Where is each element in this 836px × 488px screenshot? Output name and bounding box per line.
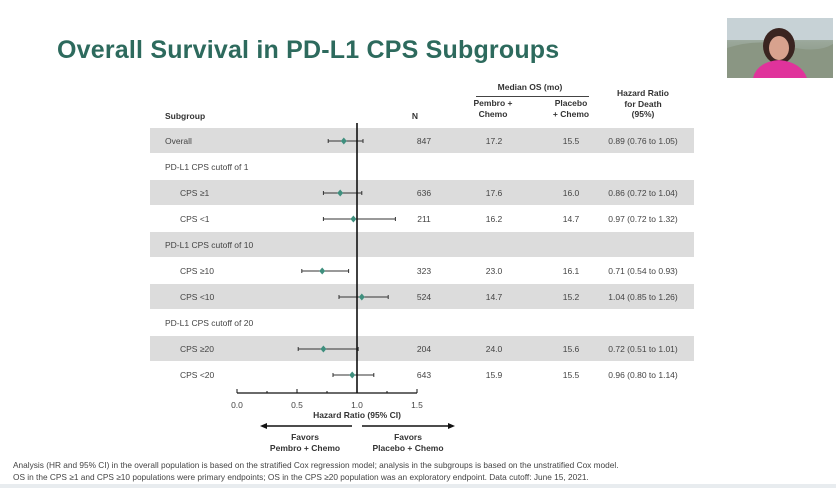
row-band <box>150 336 694 361</box>
footnote: Analysis (HR and 95% CI) in the overall … <box>13 459 619 483</box>
footnote-line2: OS in the CPS ≥1 and CPS ≥10 populations… <box>13 472 589 482</box>
hr-text: 0.72 (0.51 to 1.01) <box>608 344 678 354</box>
n-value: 643 <box>416 370 432 380</box>
subgroup-label: CPS <1 <box>180 214 210 224</box>
subgroup-label: Overall <box>165 136 192 146</box>
row-band <box>150 232 694 257</box>
n-value: 323 <box>416 266 432 276</box>
header-divider <box>476 96 589 97</box>
n-value: 636 <box>416 188 432 198</box>
subgroup-label: CPS ≥20 <box>180 344 214 354</box>
row-band <box>150 180 694 205</box>
x-tick-label: 0.5 <box>291 400 303 410</box>
pembro-median: 24.0 <box>485 344 503 354</box>
hr-text: 0.97 (0.72 to 1.32) <box>608 214 678 224</box>
header-hr-line2: for Death <box>624 98 662 109</box>
header-n: N <box>411 111 419 121</box>
header-median-os: Median OS (mo) <box>497 82 563 92</box>
x-tick-label: 1.5 <box>411 400 423 410</box>
pembro-median: 23.0 <box>485 266 503 276</box>
header-placebo-line1: Placebo <box>554 98 588 108</box>
x-axis-label: Hazard Ratio (95% CI) <box>313 410 401 420</box>
x-tick-label: 1.0 <box>351 400 363 410</box>
hr-text: 0.89 (0.76 to 1.05) <box>608 136 678 146</box>
n-value: 847 <box>416 136 432 146</box>
favors-right-line2: Placebo + Chemo <box>372 442 444 453</box>
hr-point <box>319 267 326 275</box>
favors-right-label: Favors Placebo + Chemo <box>372 432 443 453</box>
placebo-median: 15.5 <box>562 370 580 380</box>
hr-text: 0.86 (0.72 to 1.04) <box>608 188 678 198</box>
header-hr-line1: Hazard Ratio <box>617 88 669 98</box>
hr-text: 1.04 (0.85 to 1.26) <box>608 292 678 302</box>
presenter-avatar-icon <box>727 18 833 78</box>
header-pembro-line2: Chemo <box>478 108 508 119</box>
subgroup-label: CPS <10 <box>180 292 215 302</box>
favors-left-label: Favors Pembro + Chemo <box>270 432 340 453</box>
placebo-median: 14.7 <box>562 214 580 224</box>
pembro-median: 15.9 <box>485 370 503 380</box>
group-label: PD-L1 CPS cutoff of 10 <box>165 240 254 250</box>
x-tick-label: 0.0 <box>231 400 243 410</box>
placebo-median: 15.6 <box>562 344 580 354</box>
hr-point <box>358 293 365 301</box>
arrow-right-icon <box>448 423 455 429</box>
subgroup-label: CPS ≥1 <box>180 188 210 198</box>
pembro-median: 16.2 <box>485 214 503 224</box>
n-value: 211 <box>417 214 431 224</box>
pembro-median: 14.7 <box>485 292 503 302</box>
bottom-toolbar <box>0 484 836 488</box>
header-placebo-line2: + Chemo <box>552 108 590 119</box>
subgroup-label: CPS ≥10 <box>180 266 214 276</box>
header-pembro-line1: Pembro + <box>473 98 513 108</box>
hr-point <box>320 345 327 353</box>
hr-point <box>350 215 357 223</box>
group-label: PD-L1 CPS cutoff of 20 <box>165 318 254 328</box>
row-band <box>150 284 694 309</box>
hr-point <box>340 137 347 145</box>
pembro-median: 17.2 <box>485 136 503 146</box>
hr-point <box>337 189 344 197</box>
pembro-median: 17.6 <box>485 188 503 198</box>
placebo-median: 16.1 <box>562 266 580 276</box>
subgroup-label: CPS <20 <box>180 370 215 380</box>
slide-title: Overall Survival in PD-L1 CPS Subgroups <box>57 36 560 64</box>
n-value: 524 <box>416 292 432 302</box>
header-placebo: Placebo + Chemo <box>553 98 589 119</box>
presenter-video[interactable] <box>727 18 833 78</box>
placebo-median: 15.5 <box>562 136 580 146</box>
favors-right-line1: Favors <box>394 432 422 442</box>
group-label: PD-L1 CPS cutoff of 1 <box>165 162 249 172</box>
placebo-median: 16.0 <box>562 188 580 198</box>
header-subgroup: Subgroup <box>165 111 206 121</box>
header-hr-line3: (95%) <box>631 109 655 119</box>
footnote-line1: Analysis (HR and 95% CI) in the overall … <box>13 460 619 470</box>
hr-text: 0.96 (0.80 to 1.14) <box>608 370 678 380</box>
placebo-median: 15.2 <box>562 292 580 302</box>
header-hr: Hazard Ratio for Death (95%) <box>617 88 669 120</box>
favors-left-line2: Pembro + Chemo <box>269 442 341 453</box>
hr-point <box>349 371 356 379</box>
hr-text: 0.71 (0.54 to 0.93) <box>608 266 678 276</box>
favors-left-line1: Favors <box>291 432 319 442</box>
n-value: 204 <box>416 344 432 354</box>
arrow-left-icon <box>260 423 267 429</box>
row-band <box>150 128 694 153</box>
header-pembro: Pembro + Chemo <box>474 98 513 119</box>
